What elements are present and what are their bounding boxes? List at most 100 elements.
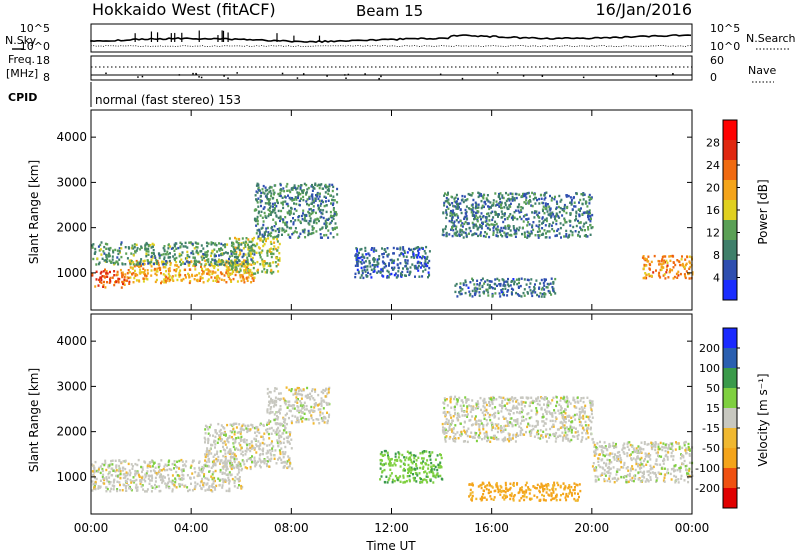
echo-cell bbox=[136, 273, 139, 277]
echo-cell bbox=[165, 486, 168, 489]
echo-cell bbox=[291, 414, 294, 418]
echo-cell bbox=[154, 483, 156, 487]
echo-cell bbox=[296, 417, 299, 420]
echo-cell bbox=[101, 469, 104, 473]
echo-cell bbox=[491, 204, 493, 207]
echo-cell bbox=[269, 190, 272, 193]
echo-cell bbox=[294, 415, 297, 418]
echo-cell bbox=[268, 187, 271, 190]
echo-cell bbox=[490, 436, 493, 439]
echo-cell bbox=[535, 279, 538, 282]
echo-cell bbox=[129, 478, 132, 482]
echo-cell bbox=[111, 463, 114, 466]
echo-cell bbox=[266, 411, 269, 414]
echo-cell bbox=[410, 460, 413, 464]
echo-cell bbox=[327, 415, 330, 419]
echo-cell bbox=[570, 431, 573, 434]
echo-cell bbox=[268, 443, 271, 447]
echo-cell bbox=[294, 219, 297, 222]
echo-cell bbox=[523, 192, 526, 196]
echo-cell bbox=[525, 283, 528, 286]
echo-cell bbox=[463, 195, 466, 198]
echo-cell bbox=[480, 194, 483, 198]
echo-cell bbox=[150, 251, 153, 255]
echo-cell bbox=[479, 223, 481, 227]
echo-cell bbox=[495, 227, 498, 230]
echo-cell bbox=[200, 250, 203, 253]
echo-cell bbox=[151, 465, 154, 468]
echo-cell bbox=[443, 427, 446, 430]
echo-cell bbox=[212, 486, 214, 489]
echo-cell bbox=[445, 431, 448, 434]
echo-cell bbox=[233, 453, 236, 456]
echo-cell bbox=[542, 430, 545, 433]
echo-cell bbox=[284, 403, 287, 406]
echo-cell bbox=[226, 465, 228, 469]
echo-cell bbox=[498, 195, 500, 199]
echo-cell bbox=[356, 254, 359, 258]
echo-cell bbox=[390, 272, 393, 276]
echo-cell bbox=[179, 245, 182, 248]
echo-cell bbox=[195, 249, 198, 252]
echo-cell bbox=[226, 467, 229, 471]
echo-cell bbox=[124, 486, 127, 490]
echo-cell bbox=[267, 197, 270, 201]
echo-cell bbox=[535, 210, 538, 213]
echo-cell bbox=[430, 461, 433, 465]
echo-cell bbox=[216, 452, 218, 456]
echo-cell bbox=[669, 268, 672, 271]
echo-cell bbox=[540, 288, 543, 291]
echo-cell bbox=[328, 189, 330, 192]
echo-cell bbox=[677, 270, 680, 273]
echo-cell bbox=[487, 294, 490, 297]
echo-cell bbox=[228, 489, 231, 493]
echo-cell bbox=[224, 443, 227, 446]
echo-cell bbox=[580, 416, 583, 419]
echo-cell bbox=[152, 469, 155, 472]
echo-cell bbox=[462, 440, 465, 443]
echo-cell bbox=[269, 410, 272, 413]
echo-cell bbox=[163, 248, 166, 251]
echo-cell bbox=[249, 449, 252, 453]
echo-cell bbox=[129, 276, 132, 279]
echo-cell bbox=[239, 274, 242, 277]
echo-cell bbox=[295, 188, 298, 191]
echo-cell bbox=[134, 272, 137, 276]
echo-cell bbox=[442, 426, 444, 429]
echo-cell bbox=[283, 460, 286, 464]
echo-cell bbox=[310, 185, 313, 188]
echo-cell bbox=[492, 233, 495, 236]
echo-cell bbox=[198, 466, 201, 470]
echo-cell bbox=[168, 267, 171, 270]
echo-cell bbox=[447, 419, 450, 422]
echo-cell bbox=[402, 255, 405, 258]
echo-cell bbox=[494, 411, 497, 415]
echo-cell bbox=[513, 397, 516, 400]
echo-cell bbox=[445, 213, 448, 216]
echo-cell bbox=[512, 227, 515, 230]
echo-cell bbox=[536, 402, 539, 406]
echo-cell bbox=[108, 464, 111, 467]
echo-cell bbox=[125, 471, 128, 474]
echo-cell bbox=[249, 428, 252, 431]
echo-cell bbox=[277, 246, 280, 249]
echo-cell bbox=[289, 212, 292, 215]
echo-cell bbox=[582, 396, 585, 400]
echo-cell bbox=[174, 481, 177, 484]
echo-cell bbox=[455, 398, 458, 401]
echo-cell bbox=[228, 452, 231, 455]
echo-cell bbox=[293, 407, 296, 410]
echo-cell bbox=[201, 471, 204, 474]
nave-tick-top: 60 bbox=[710, 54, 724, 67]
echo-cell bbox=[223, 433, 225, 436]
echo-cell bbox=[166, 250, 169, 253]
echo-cell bbox=[443, 397, 446, 400]
echo-cell bbox=[269, 213, 272, 216]
echo-cell bbox=[506, 294, 509, 297]
echo-cell bbox=[474, 201, 477, 204]
echo-cell bbox=[581, 409, 584, 412]
echo-cell bbox=[236, 486, 239, 489]
echo-cell bbox=[242, 428, 245, 432]
echo-cell bbox=[661, 258, 664, 261]
echo-cell bbox=[515, 400, 518, 403]
